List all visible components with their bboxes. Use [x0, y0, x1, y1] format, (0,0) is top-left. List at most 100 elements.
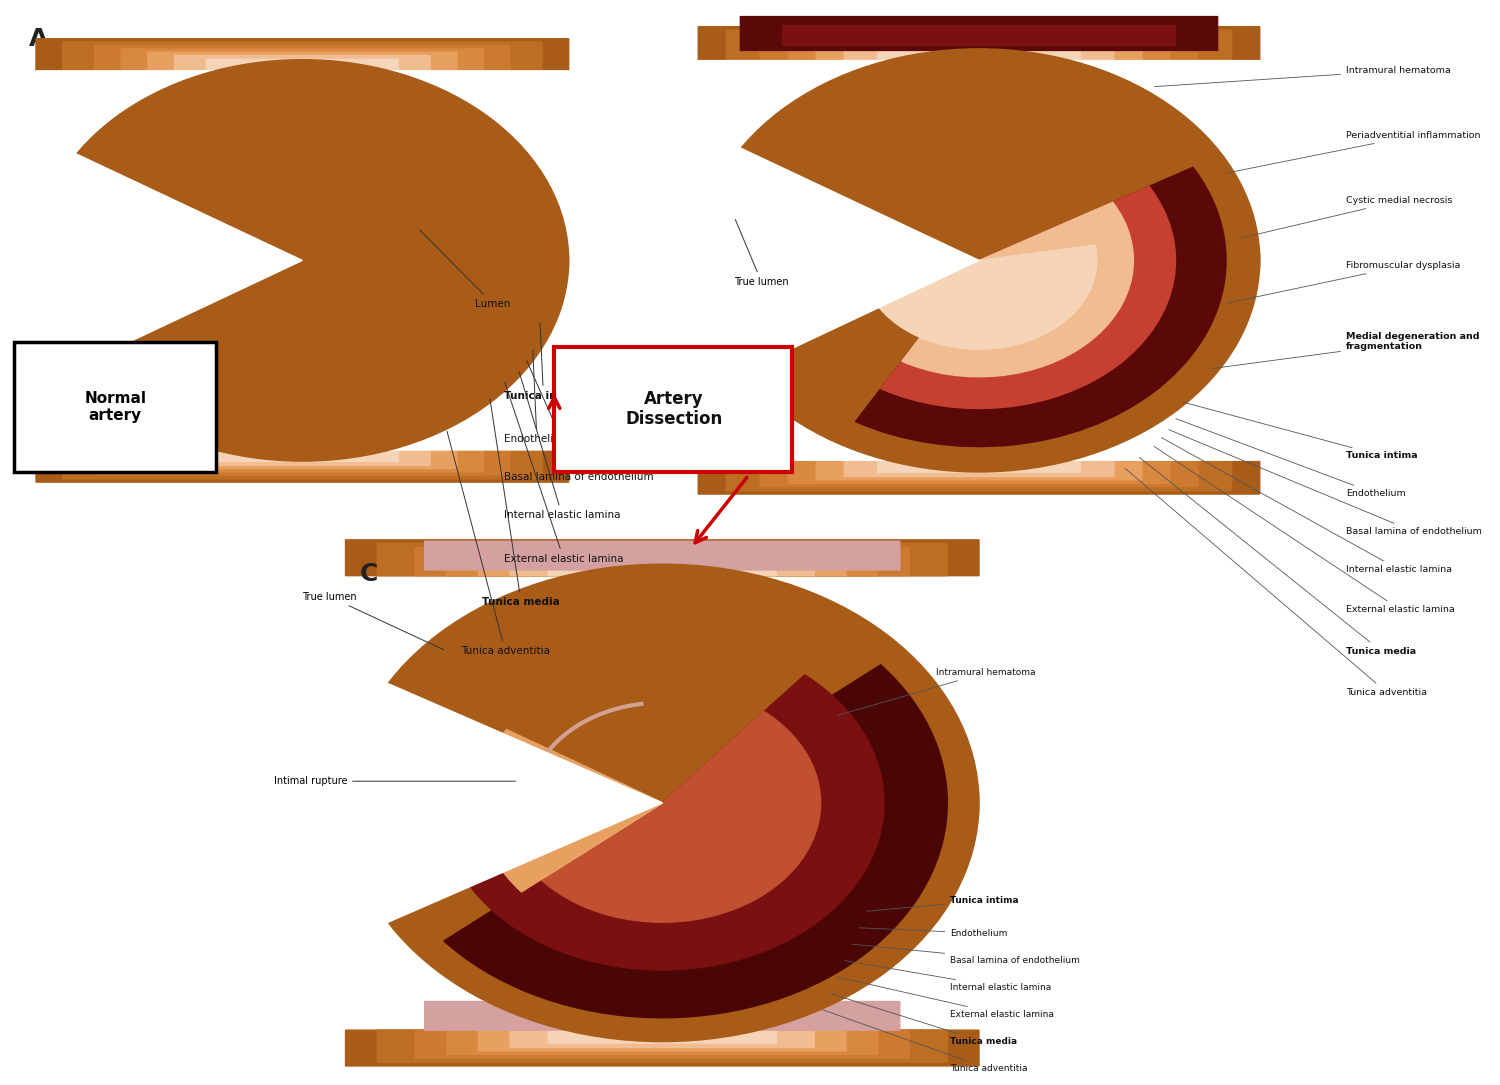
Circle shape: [726, 69, 1232, 451]
FancyBboxPatch shape: [207, 60, 398, 71]
Circle shape: [788, 116, 1170, 405]
Text: Artery
Dissection: Artery Dissection: [626, 390, 723, 429]
Wedge shape: [902, 202, 1134, 376]
Circle shape: [376, 588, 948, 1018]
Circle shape: [510, 688, 814, 918]
Circle shape: [207, 188, 398, 333]
FancyBboxPatch shape: [698, 27, 1260, 61]
Text: Tunica intima: Tunica intima: [867, 896, 1018, 911]
FancyBboxPatch shape: [478, 1030, 846, 1051]
Circle shape: [598, 755, 726, 851]
Circle shape: [726, 69, 1232, 451]
Wedge shape: [548, 757, 663, 858]
FancyBboxPatch shape: [510, 1030, 814, 1047]
Circle shape: [760, 95, 1198, 425]
Circle shape: [698, 49, 1260, 472]
Text: Endothelium: Endothelium: [504, 350, 570, 445]
Circle shape: [416, 616, 909, 990]
Circle shape: [922, 218, 1035, 303]
Wedge shape: [444, 665, 948, 1018]
FancyBboxPatch shape: [207, 450, 398, 461]
FancyBboxPatch shape: [148, 450, 458, 469]
Text: Tunica adventitia: Tunica adventitia: [824, 1010, 1028, 1073]
Wedge shape: [478, 729, 663, 892]
FancyBboxPatch shape: [122, 49, 483, 71]
Wedge shape: [444, 665, 948, 1018]
FancyBboxPatch shape: [424, 541, 900, 570]
Text: Internal elastic lamina: Internal elastic lamina: [1161, 437, 1452, 574]
Text: Medial degeneration and
fragmentation: Medial degeneration and fragmentation: [1212, 332, 1479, 369]
Circle shape: [345, 564, 980, 1042]
FancyBboxPatch shape: [174, 55, 430, 71]
Circle shape: [447, 640, 878, 966]
Wedge shape: [314, 672, 663, 934]
Text: Lumen: Lumen: [420, 230, 510, 309]
Circle shape: [416, 616, 909, 990]
Text: External elastic lamina: External elastic lamina: [504, 382, 624, 564]
Circle shape: [510, 688, 814, 918]
Text: Tunica intima: Tunica intima: [1184, 403, 1418, 460]
FancyBboxPatch shape: [878, 49, 1080, 61]
FancyBboxPatch shape: [63, 42, 542, 71]
Circle shape: [249, 220, 356, 301]
FancyBboxPatch shape: [598, 1030, 726, 1037]
FancyBboxPatch shape: [726, 30, 1232, 61]
FancyBboxPatch shape: [510, 559, 814, 576]
Text: Tunica media: Tunica media: [1140, 458, 1416, 655]
FancyBboxPatch shape: [416, 548, 909, 576]
Circle shape: [548, 717, 777, 889]
Circle shape: [567, 731, 758, 875]
FancyBboxPatch shape: [249, 450, 356, 457]
FancyBboxPatch shape: [15, 342, 216, 472]
Wedge shape: [9, 143, 303, 378]
Wedge shape: [314, 672, 663, 934]
Circle shape: [122, 124, 483, 397]
Circle shape: [249, 220, 356, 301]
Circle shape: [760, 95, 1198, 425]
Circle shape: [122, 124, 483, 397]
FancyBboxPatch shape: [63, 450, 542, 478]
Text: Tunica adventitia: Tunica adventitia: [1125, 469, 1426, 697]
Circle shape: [698, 49, 1260, 472]
Circle shape: [174, 164, 430, 357]
FancyBboxPatch shape: [376, 1030, 948, 1062]
FancyBboxPatch shape: [788, 38, 1170, 61]
FancyBboxPatch shape: [726, 460, 1232, 490]
Text: Normal
artery: Normal artery: [84, 391, 146, 423]
Wedge shape: [670, 137, 980, 384]
Circle shape: [788, 116, 1170, 405]
FancyBboxPatch shape: [94, 450, 510, 475]
FancyBboxPatch shape: [249, 64, 356, 71]
Circle shape: [844, 158, 1113, 362]
FancyBboxPatch shape: [548, 1030, 777, 1043]
Circle shape: [922, 218, 1035, 303]
Text: Tunica media: Tunica media: [483, 399, 560, 608]
Circle shape: [148, 144, 458, 376]
FancyBboxPatch shape: [741, 16, 1218, 50]
FancyBboxPatch shape: [922, 54, 1035, 61]
FancyBboxPatch shape: [760, 35, 1198, 61]
Circle shape: [853, 123, 1162, 355]
Circle shape: [36, 60, 568, 461]
FancyBboxPatch shape: [345, 576, 980, 1001]
Circle shape: [207, 188, 398, 333]
FancyBboxPatch shape: [122, 450, 483, 472]
Text: C: C: [360, 562, 378, 586]
Text: Tunica media: Tunica media: [831, 994, 1017, 1046]
Wedge shape: [855, 167, 1226, 447]
Wedge shape: [454, 675, 884, 970]
Circle shape: [376, 588, 948, 1018]
FancyBboxPatch shape: [788, 460, 1170, 483]
Wedge shape: [598, 778, 663, 833]
FancyBboxPatch shape: [94, 46, 510, 71]
Circle shape: [760, 95, 1198, 425]
FancyBboxPatch shape: [424, 1001, 900, 1030]
FancyBboxPatch shape: [698, 61, 1260, 460]
Wedge shape: [454, 675, 884, 970]
Circle shape: [478, 664, 846, 942]
Wedge shape: [880, 187, 1176, 408]
Circle shape: [447, 640, 878, 966]
Circle shape: [816, 138, 1142, 383]
FancyBboxPatch shape: [816, 41, 1142, 61]
Circle shape: [447, 640, 878, 966]
